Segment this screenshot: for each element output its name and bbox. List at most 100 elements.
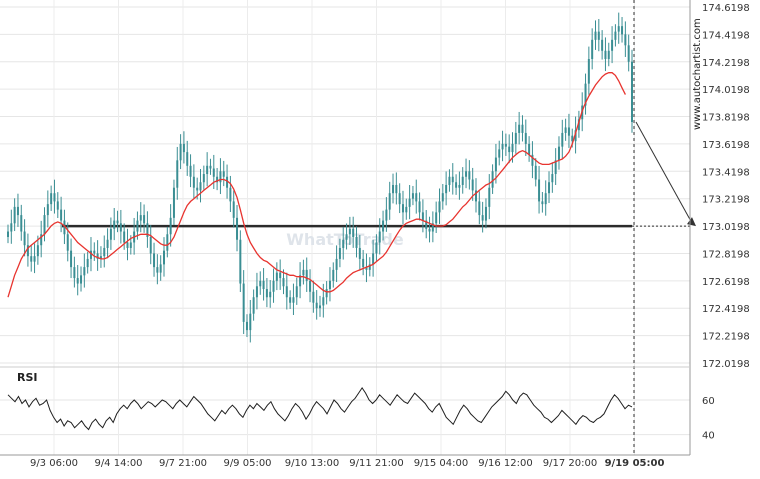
candle-body — [627, 45, 630, 62]
projection-arrow-head — [687, 217, 696, 227]
candle-body — [441, 193, 444, 202]
price-tick-label: 172.8198 — [702, 249, 750, 260]
price-tick-label: 173.8198 — [702, 113, 750, 124]
candle-body — [491, 171, 494, 188]
candle-body — [445, 184, 448, 194]
candle-body — [611, 39, 614, 51]
x-tick-label: 9/7 21:00 — [159, 458, 207, 469]
candle-body — [312, 291, 315, 303]
candle-body — [23, 231, 26, 246]
candle-body — [222, 171, 225, 177]
x-tick-label: 9/16 12:00 — [478, 458, 532, 469]
candle-body — [80, 275, 83, 284]
candle-body — [272, 280, 275, 292]
candle-body — [481, 215, 484, 221]
x-tick-label: 9/17 20:00 — [543, 458, 597, 469]
candle-body — [139, 215, 142, 221]
price-tick-label: 173.6198 — [702, 140, 750, 151]
candle-body — [624, 34, 627, 46]
candle-body — [309, 280, 312, 292]
candle-body — [113, 220, 116, 229]
candle-body — [229, 187, 232, 202]
rsi-label: RSI — [17, 371, 38, 384]
candle-body — [458, 184, 461, 188]
candle-body — [461, 176, 464, 185]
candle-body — [169, 217, 172, 235]
candle-body — [325, 289, 328, 298]
candle-body — [73, 267, 76, 279]
candle-body — [401, 204, 404, 213]
x-tick-label: 9/4 14:00 — [94, 458, 142, 469]
candle-body — [153, 253, 156, 268]
price-tick-label: 172.6198 — [702, 277, 750, 288]
candle-body — [16, 206, 19, 216]
candle-body — [159, 264, 162, 273]
candle-body — [577, 119, 580, 131]
candle-body — [534, 165, 537, 180]
axes: 174.6198 174.4198 174.2198 174.0198 173.8198… — [0, 0, 750, 469]
candle-body — [295, 286, 298, 298]
candle-body — [43, 215, 46, 235]
candle-body — [335, 258, 338, 270]
projection — [633, 0, 696, 455]
candle-body — [514, 132, 517, 144]
candle-body — [70, 250, 73, 268]
candle-body — [226, 176, 229, 188]
candle-body — [338, 247, 341, 259]
candle-body — [571, 135, 574, 142]
candle-body — [30, 256, 33, 262]
price-tick-label: 172.0198 — [702, 359, 750, 370]
candle-body — [305, 269, 308, 281]
candle-body — [435, 212, 438, 224]
candle-body — [567, 127, 570, 136]
candle-body — [557, 146, 560, 161]
candle-body — [484, 206, 487, 221]
candle-body — [332, 269, 335, 281]
candle-body — [604, 50, 607, 60]
candle-body — [421, 212, 424, 221]
candle-body — [607, 50, 610, 60]
candle-body — [438, 201, 441, 213]
candle-body — [209, 165, 212, 169]
candle-body — [196, 187, 199, 191]
candle-body — [199, 182, 202, 191]
x-tick-label: 9/9 05:00 — [223, 458, 271, 469]
candle-body — [136, 220, 139, 232]
candle-body — [252, 297, 255, 314]
grid — [0, 0, 690, 455]
candle-body — [425, 220, 428, 229]
candle-body — [166, 234, 169, 251]
candle-body — [531, 154, 534, 166]
x-tick-label: 9/19 05:00 — [605, 458, 665, 469]
candle-body — [172, 187, 175, 218]
candle-body — [392, 184, 395, 194]
candle-body — [285, 286, 288, 298]
candle-body — [405, 206, 408, 213]
candle-body — [236, 217, 239, 240]
candle-body — [302, 269, 305, 276]
candle-body — [352, 228, 355, 238]
rsi-tick-label: 60 — [702, 396, 715, 407]
candle-body — [548, 182, 551, 194]
candle-body — [382, 220, 385, 232]
candle-body — [265, 289, 268, 298]
candle-body — [93, 250, 96, 254]
candle-body — [76, 278, 79, 284]
candle-body — [398, 193, 401, 205]
candle-body — [10, 223, 13, 232]
candle-body — [564, 127, 567, 133]
candle-body — [574, 130, 577, 142]
price-tick-label: 173.4198 — [702, 167, 750, 178]
candle-body — [388, 193, 391, 210]
candle-body — [46, 204, 49, 216]
candle-body — [123, 231, 126, 243]
candle-body — [375, 242, 378, 254]
candle-body — [143, 215, 146, 224]
candle-body — [289, 297, 292, 303]
candle-body — [7, 231, 9, 238]
x-tick-label: 9/10 13:00 — [285, 458, 339, 469]
candle-body — [362, 258, 365, 268]
candle-body — [40, 234, 43, 246]
candle-body — [146, 223, 149, 238]
candle-body — [448, 176, 451, 185]
